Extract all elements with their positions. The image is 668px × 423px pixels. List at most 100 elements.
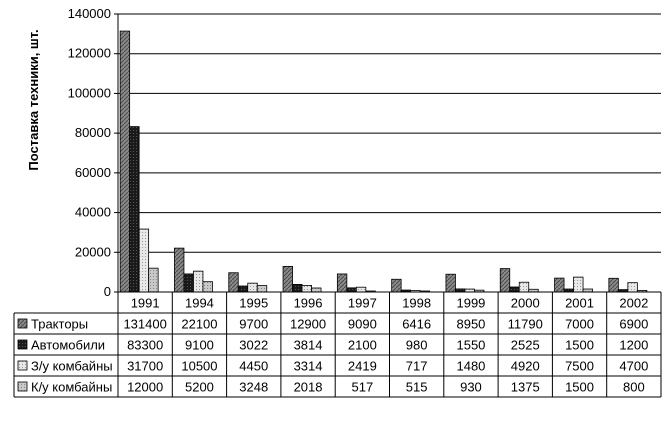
bar xyxy=(518,281,530,293)
data-label: 9100 xyxy=(185,338,214,353)
bar xyxy=(228,272,239,293)
data-label: 7500 xyxy=(565,359,594,374)
bar xyxy=(301,285,312,293)
y-tick-label: 60000 xyxy=(75,165,111,180)
bar xyxy=(119,30,131,293)
bar xyxy=(183,273,194,293)
data-label: 1200 xyxy=(619,338,648,353)
bars xyxy=(119,30,648,293)
data-label: 3314 xyxy=(294,359,323,374)
bar xyxy=(148,267,159,293)
data-label: 8950 xyxy=(456,317,485,332)
data-label: 12000 xyxy=(127,380,163,395)
category-label: 1995 xyxy=(239,296,268,311)
data-label: 2018 xyxy=(294,380,323,395)
bar xyxy=(138,228,150,293)
category-label: 1994 xyxy=(185,296,214,311)
data-label: 1550 xyxy=(456,338,485,353)
bar xyxy=(499,268,511,293)
data-label: 10500 xyxy=(181,359,217,374)
y-tick-label: 20000 xyxy=(75,244,111,259)
data-label: 131400 xyxy=(123,317,166,332)
y-tick-label: 40000 xyxy=(75,205,111,220)
bar xyxy=(608,277,619,293)
data-label: 1375 xyxy=(511,380,540,395)
bar xyxy=(554,277,565,293)
category-label: 1991 xyxy=(131,296,160,311)
data-label: 930 xyxy=(460,380,482,395)
legend-swatch xyxy=(17,381,28,392)
y-tick-label: 140000 xyxy=(68,6,111,21)
data-label: 1480 xyxy=(456,359,485,374)
category-label: 1998 xyxy=(402,296,431,311)
data-label: 5200 xyxy=(185,380,214,395)
data-label: 4700 xyxy=(619,359,648,374)
data-label: 3022 xyxy=(239,338,268,353)
data-label: 2525 xyxy=(511,338,540,353)
data-label: 4920 xyxy=(511,359,540,374)
category-label: 1999 xyxy=(456,296,485,311)
y-tick-label: 80000 xyxy=(75,125,111,140)
gridlines xyxy=(118,13,661,293)
data-label: 717 xyxy=(406,359,428,374)
bar xyxy=(202,281,213,293)
category-label: 2000 xyxy=(511,296,540,311)
category-label: 2002 xyxy=(619,296,648,311)
legend-swatch xyxy=(17,318,28,329)
bar xyxy=(573,276,584,293)
bar xyxy=(237,285,249,293)
bar xyxy=(391,278,402,293)
data-label: 3248 xyxy=(239,380,268,395)
y-axis: 0 20000 40000 60000 80000 100000 120000 140000 xyxy=(68,6,119,299)
legend-label: Тракторы xyxy=(31,317,88,332)
legend-label: К/у комбайны xyxy=(31,380,112,395)
y-axis-title: Поставка техники, шт. xyxy=(26,29,41,170)
y-tick-label: 100000 xyxy=(68,85,111,100)
bar xyxy=(311,287,322,293)
bar xyxy=(193,270,204,293)
data-label: 9090 xyxy=(348,317,377,332)
bar xyxy=(129,126,140,293)
data-label: 980 xyxy=(406,338,428,353)
bar xyxy=(282,265,293,293)
data-label: 515 xyxy=(406,380,428,395)
data-label: 4450 xyxy=(239,359,268,374)
bar xyxy=(336,273,348,293)
category-label: 2001 xyxy=(565,296,594,311)
category-label: 1996 xyxy=(294,296,323,311)
bar xyxy=(355,286,367,293)
y-tick-label: 120000 xyxy=(68,46,111,61)
data-label: 1500 xyxy=(565,380,594,395)
bar xyxy=(445,273,456,293)
data-label: 1500 xyxy=(565,338,594,353)
category-label: 1997 xyxy=(348,296,377,311)
data-label: 9700 xyxy=(239,317,268,332)
data-label: 3814 xyxy=(294,338,323,353)
data-label: 7000 xyxy=(565,317,594,332)
bar xyxy=(509,286,520,293)
y-tick-label: 0 xyxy=(104,284,111,299)
bar xyxy=(174,247,185,293)
bar xyxy=(346,287,357,293)
legend-swatch xyxy=(17,360,28,371)
data-label: 6416 xyxy=(402,317,431,332)
bar xyxy=(627,282,638,293)
data-label: 517 xyxy=(351,380,373,395)
data-label: 2100 xyxy=(348,338,377,353)
legend-label: З/у комбайны xyxy=(31,359,113,374)
data-label: 31700 xyxy=(127,359,163,374)
legend-label: Автомобили xyxy=(31,338,105,353)
data-label: 22100 xyxy=(181,317,217,332)
data-label: 2419 xyxy=(348,359,377,374)
data-label: 6900 xyxy=(619,317,648,332)
data-table: 1991 1994 1995 1996 1997 1998 1999 2000 2001 2002… xyxy=(13,291,662,398)
legend-swatch xyxy=(17,339,28,350)
data-label: 12900 xyxy=(290,317,326,332)
data-label: 83300 xyxy=(127,338,163,353)
bar xyxy=(247,282,258,293)
data-label: 800 xyxy=(623,380,645,395)
bar xyxy=(292,284,303,293)
data-label: 11790 xyxy=(508,317,543,332)
bar xyxy=(256,285,268,293)
